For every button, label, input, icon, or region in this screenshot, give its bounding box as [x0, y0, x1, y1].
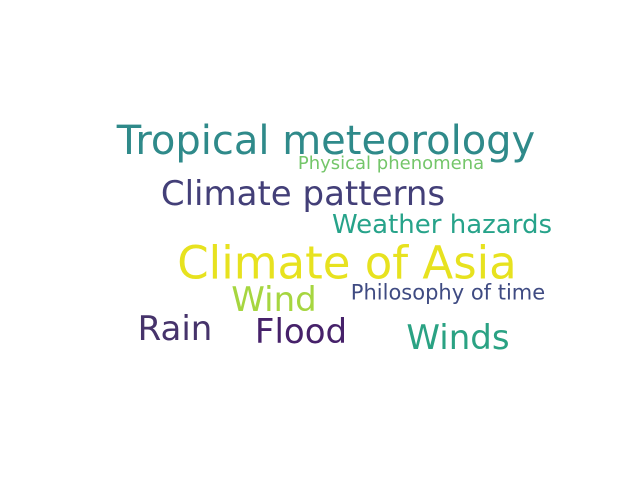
- word-philosophy-of-time: Philosophy of time: [350, 280, 546, 305]
- word-flood: Flood: [254, 312, 348, 352]
- word-weather-hazards: Weather hazards: [331, 210, 553, 240]
- word-climate-patterns: Climate patterns: [160, 174, 446, 214]
- word-rain: Rain: [137, 309, 213, 349]
- word-winds: Winds: [406, 318, 510, 358]
- word-tropical-meteorology: Tropical meteorology: [116, 118, 536, 164]
- word-physical-phenomena: Physical phenomena: [297, 153, 485, 174]
- word-climate-of-asia: Climate of Asia: [177, 236, 517, 290]
- word-wind: Wind: [231, 280, 317, 320]
